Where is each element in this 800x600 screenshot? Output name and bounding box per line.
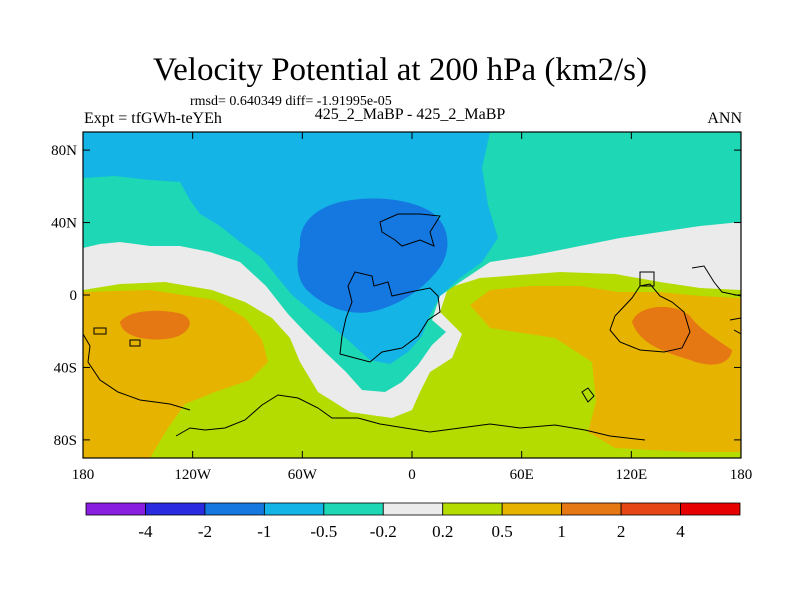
colorbar-swatch <box>204 502 265 516</box>
coastline-east-islands <box>691 265 741 297</box>
colorbar-swatch <box>263 502 325 516</box>
colorbar-swatch <box>382 502 444 516</box>
case-subtitle: 425_2_MaBP - 425_2_MaBP <box>314 106 506 123</box>
contour-map <box>83 132 741 458</box>
coastlines <box>83 213 741 441</box>
experiment-label: Expt = tfGWh-teYEh <box>84 110 222 127</box>
field-min-atlantic <box>297 198 448 313</box>
colorbar-label: 1 <box>557 522 566 541</box>
coastline-island-west <box>93 327 107 335</box>
colorbar-swatch <box>561 502 622 516</box>
colorbar-swatch <box>501 502 563 516</box>
field-max-west-pacific <box>120 310 190 340</box>
x-tick-label: 60W <box>288 467 318 483</box>
coastline-antarctica <box>175 394 646 441</box>
coastline-north-america-africa <box>379 213 441 247</box>
stats-line: rmsd= 0.640349 diff= -1.91995e-05 <box>190 94 392 109</box>
colorbar-label: 4 <box>676 522 685 541</box>
colorbar-swatch <box>145 502 206 516</box>
colorbar-label: -1 <box>257 522 271 541</box>
x-axis: 180 120W 60W 0 60E 120E 180 <box>72 132 753 483</box>
colorbar-swatch <box>442 502 503 516</box>
colorbar-swatch <box>620 502 681 516</box>
colorbar: -4 -2 -1 -0.5 -0.2 0.2 0.5 1 2 4 <box>85 502 741 541</box>
x-tick-label: 120E <box>615 467 647 483</box>
field-max-maritime <box>632 306 732 365</box>
colorbar-label: -2 <box>198 522 212 541</box>
y-tick-label: 40S <box>54 360 77 376</box>
coastline-south-america <box>339 271 441 363</box>
coastline-small-isle <box>639 271 655 287</box>
x-tick-label: 180 <box>730 467 753 483</box>
x-tick-label: 60E <box>510 467 534 483</box>
coastline-island-mid <box>129 339 141 347</box>
x-tick-label: 0 <box>408 467 416 483</box>
y-tick-label: 40N <box>51 216 77 232</box>
chart-title: Velocity Potential at 200 hPa (km2/s) <box>152 52 648 88</box>
colorbar-swatch <box>85 502 146 516</box>
season-label: ANN <box>707 110 742 127</box>
colorbar-label: -4 <box>138 522 153 541</box>
y-tick-label: 0 <box>70 288 78 304</box>
x-tick-label: 180 <box>72 467 95 483</box>
field-negative-atlantic <box>83 132 498 364</box>
colorbar-label: -0.2 <box>370 522 397 541</box>
colorbar-label: 2 <box>617 522 626 541</box>
y-axis: 80N 40N 0 40S 80S <box>51 143 741 449</box>
x-tick-label: 120W <box>174 467 212 483</box>
colorbar-swatch <box>680 502 741 516</box>
colorbar-label: -0.5 <box>310 522 337 541</box>
y-tick-label: 80N <box>51 143 77 159</box>
colorbar-swatch <box>323 502 384 516</box>
coastline-india <box>581 387 595 403</box>
colorbar-label: 0.2 <box>432 522 453 541</box>
y-tick-label: 80S <box>54 433 77 449</box>
coastline-east-edge <box>729 317 741 335</box>
coastline-west-edge <box>83 333 191 411</box>
colorbar-label: 0.5 <box>492 522 513 541</box>
